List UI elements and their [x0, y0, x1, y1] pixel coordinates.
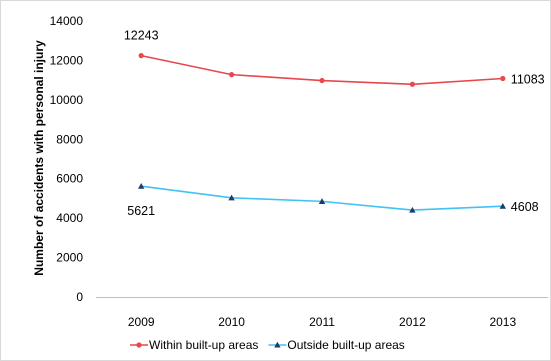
x-tick-label: 2009	[128, 315, 155, 329]
data-point	[228, 194, 235, 201]
legend: Within built-up areas Outside built-up ar…	[130, 338, 405, 352]
data-point	[409, 81, 415, 87]
y-tick-label: 6000	[56, 172, 83, 186]
y-tick-label: 8000	[56, 132, 83, 146]
data-point	[229, 72, 235, 78]
data-point	[318, 198, 326, 204]
x-tick-label: 2010	[218, 315, 245, 329]
y-tick-label: 0	[76, 290, 83, 304]
x-tick-label: 2012	[399, 315, 426, 329]
y-tick-label: 2000	[56, 251, 83, 265]
y-tick-label: 4000	[56, 211, 83, 225]
legend-label: Outside built-up areas	[287, 338, 404, 352]
data-label: 5621	[127, 204, 155, 218]
series-line-1	[141, 185, 503, 211]
legend-marker	[274, 341, 281, 348]
data-point	[138, 53, 144, 59]
x-tick-label: 2011	[309, 315, 335, 329]
y-tick-label: 12000	[50, 53, 84, 67]
data-label: 11083	[511, 73, 545, 87]
legend-label: Within built-up areas	[149, 338, 258, 352]
x-tick-label: 2013	[489, 315, 516, 329]
legend-marker	[136, 342, 142, 348]
data-point	[319, 77, 325, 84]
data-label: 12243	[124, 29, 159, 43]
data-point	[500, 75, 506, 82]
data-point	[409, 206, 416, 213]
data-point	[499, 202, 506, 209]
x-axis-ticks: 2009 2010 2011 2012 2013	[128, 315, 517, 329]
y-tick-label: 14000	[50, 14, 84, 28]
series-layer	[138, 53, 506, 213]
y-tick-label: 10000	[50, 93, 84, 107]
y-axis-ticks: 0 2000 4000 6000 8000 10000 12000 14000	[50, 14, 84, 304]
y-axis-title: Number of accidents with personal injury	[32, 40, 46, 276]
data-label: 4608	[511, 200, 539, 214]
data-point	[138, 182, 145, 189]
data-labels: 12243 11083 5621 4608	[124, 29, 545, 219]
